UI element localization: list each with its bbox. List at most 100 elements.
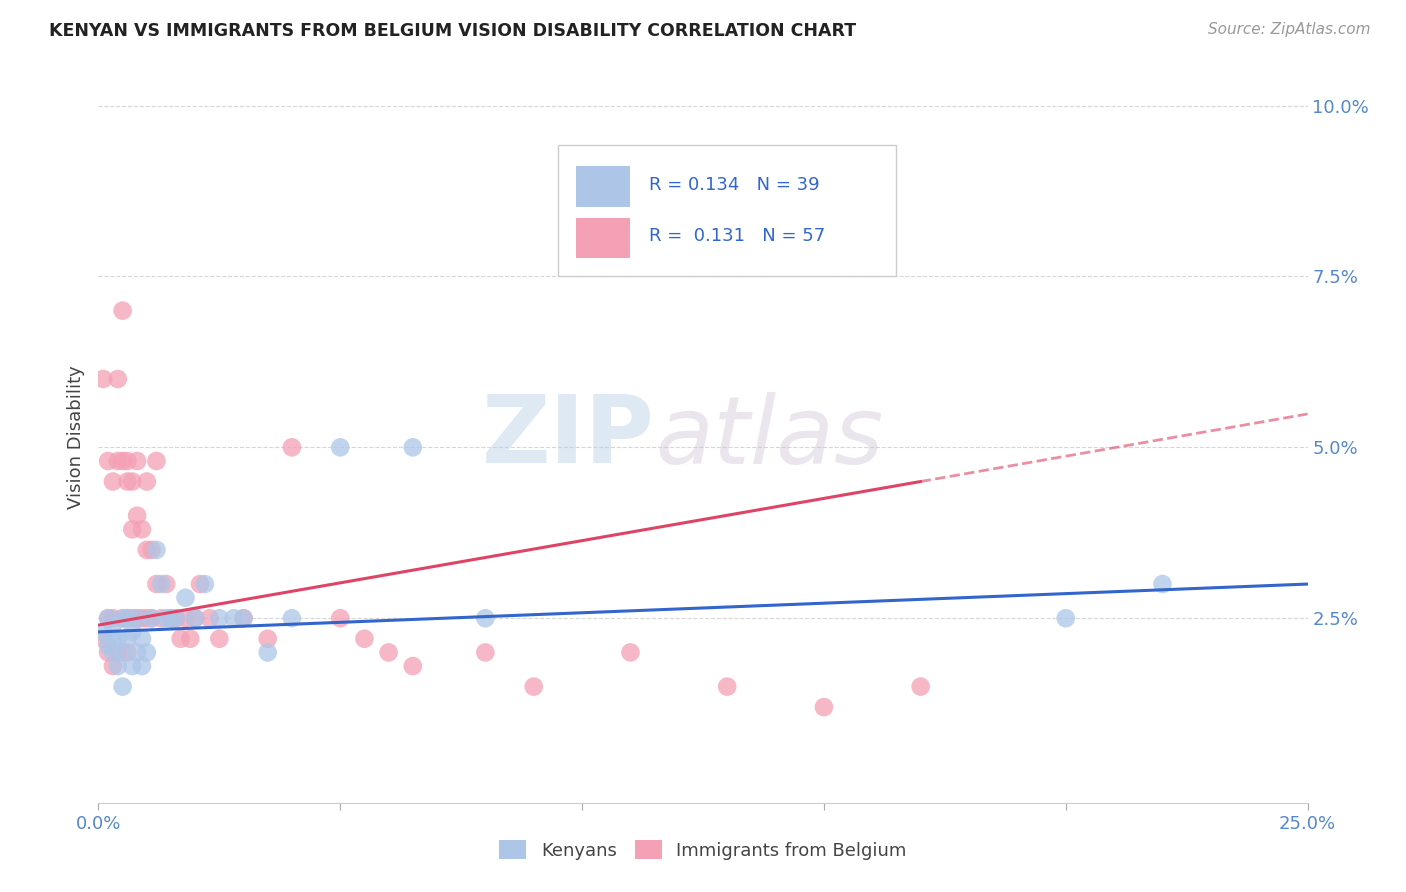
Point xyxy=(107,632,129,646)
Point xyxy=(97,611,120,625)
Point xyxy=(141,542,163,557)
Legend: Kenyans, Immigrants from Belgium: Kenyans, Immigrants from Belgium xyxy=(492,833,914,867)
Point xyxy=(111,611,134,625)
Point xyxy=(141,611,163,625)
Point xyxy=(121,611,143,625)
Point xyxy=(111,303,134,318)
Point xyxy=(127,454,149,468)
Point xyxy=(131,611,153,625)
Point xyxy=(121,475,143,489)
Point xyxy=(145,577,167,591)
Point xyxy=(179,632,201,646)
Point xyxy=(107,645,129,659)
Point xyxy=(127,611,149,625)
Point xyxy=(1152,577,1174,591)
Point xyxy=(97,645,120,659)
Point xyxy=(121,522,143,536)
Point xyxy=(232,611,254,625)
Point xyxy=(117,611,139,625)
Point xyxy=(111,645,134,659)
Point xyxy=(91,624,114,639)
Point xyxy=(107,659,129,673)
Point xyxy=(174,591,197,605)
Point xyxy=(329,440,352,454)
Point xyxy=(716,680,738,694)
Point xyxy=(222,611,245,625)
Point xyxy=(150,577,173,591)
Point xyxy=(208,632,231,646)
Point xyxy=(117,645,139,659)
Point xyxy=(155,577,177,591)
Point xyxy=(474,645,496,659)
Point xyxy=(256,645,278,659)
Point xyxy=(107,372,129,386)
Text: atlas: atlas xyxy=(655,392,883,483)
Point xyxy=(1054,611,1077,625)
Point xyxy=(160,611,183,625)
Point xyxy=(117,475,139,489)
Point xyxy=(131,522,153,536)
Text: R = 0.134   N = 39: R = 0.134 N = 39 xyxy=(648,176,820,194)
Point xyxy=(184,611,207,625)
Point xyxy=(281,611,304,625)
Point xyxy=(131,659,153,673)
Point xyxy=(160,611,183,625)
Y-axis label: Vision Disability: Vision Disability xyxy=(66,365,84,509)
Text: Source: ZipAtlas.com: Source: ZipAtlas.com xyxy=(1208,22,1371,37)
Point xyxy=(256,632,278,646)
Point xyxy=(91,632,114,646)
Point xyxy=(165,611,187,625)
Point xyxy=(135,611,157,625)
Point xyxy=(127,611,149,625)
Point xyxy=(107,454,129,468)
Point xyxy=(91,372,114,386)
Point xyxy=(474,611,496,625)
Point xyxy=(101,659,124,673)
Point xyxy=(117,632,139,646)
Point xyxy=(111,611,134,625)
Point xyxy=(131,632,153,646)
Point xyxy=(135,475,157,489)
Point xyxy=(194,577,217,591)
Point xyxy=(145,454,167,468)
Point xyxy=(910,680,932,694)
Point xyxy=(169,632,191,646)
Point xyxy=(353,632,375,646)
Point xyxy=(198,611,221,625)
Point xyxy=(150,611,173,625)
Point xyxy=(101,632,124,646)
Point xyxy=(135,542,157,557)
Point xyxy=(281,440,304,454)
Point xyxy=(402,659,425,673)
Point xyxy=(111,680,134,694)
FancyBboxPatch shape xyxy=(558,145,897,277)
Point xyxy=(121,659,143,673)
FancyBboxPatch shape xyxy=(576,167,630,207)
Point xyxy=(155,611,177,625)
Point xyxy=(97,639,120,653)
Point xyxy=(377,645,399,659)
Point xyxy=(117,454,139,468)
Point xyxy=(97,454,120,468)
Point xyxy=(111,454,134,468)
Point xyxy=(145,542,167,557)
Point xyxy=(165,611,187,625)
Point xyxy=(101,611,124,625)
Text: ZIP: ZIP xyxy=(482,391,655,483)
Point xyxy=(232,611,254,625)
Point xyxy=(523,680,546,694)
Point xyxy=(135,645,157,659)
Point xyxy=(117,611,139,625)
Text: R =  0.131   N = 57: R = 0.131 N = 57 xyxy=(648,227,825,245)
Point xyxy=(127,645,149,659)
Point xyxy=(402,440,425,454)
Point xyxy=(174,611,197,625)
FancyBboxPatch shape xyxy=(576,218,630,258)
Point xyxy=(208,611,231,625)
Point xyxy=(184,611,207,625)
Point xyxy=(188,577,211,591)
Point xyxy=(329,611,352,625)
Point xyxy=(101,475,124,489)
Text: KENYAN VS IMMIGRANTS FROM BELGIUM VISION DISABILITY CORRELATION CHART: KENYAN VS IMMIGRANTS FROM BELGIUM VISION… xyxy=(49,22,856,40)
Point xyxy=(141,611,163,625)
